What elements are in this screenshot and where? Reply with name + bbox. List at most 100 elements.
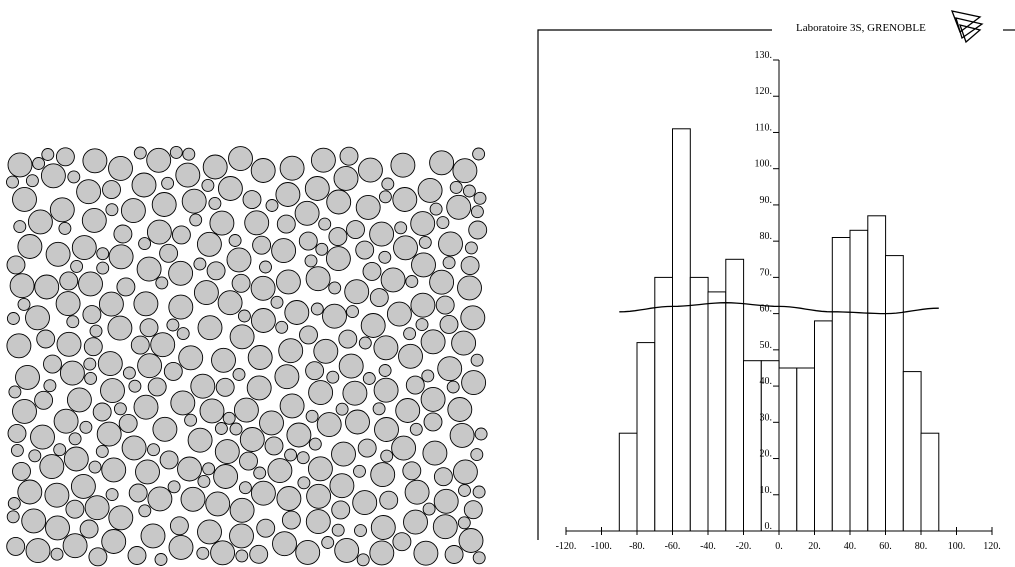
particle xyxy=(439,314,459,334)
particle xyxy=(168,294,194,320)
particle xyxy=(27,209,53,235)
particle xyxy=(418,235,432,249)
particle xyxy=(146,147,172,173)
particle xyxy=(197,315,223,341)
particle xyxy=(6,510,20,524)
particle xyxy=(457,516,471,530)
particle xyxy=(25,305,50,331)
particle xyxy=(201,178,215,192)
particle xyxy=(168,260,194,286)
particle xyxy=(378,250,392,264)
particle xyxy=(229,422,243,436)
particle xyxy=(169,145,183,159)
particle xyxy=(405,375,425,395)
particle xyxy=(404,479,430,505)
particle xyxy=(97,351,123,377)
particle xyxy=(113,224,133,244)
particle xyxy=(45,241,71,267)
particle xyxy=(202,462,216,476)
particle xyxy=(6,536,26,556)
x-tick-label: -120. xyxy=(556,541,577,552)
particle xyxy=(264,436,284,456)
particle xyxy=(373,377,399,403)
particle xyxy=(100,378,125,404)
x-tick-label: 120. xyxy=(983,541,1001,552)
histogram-bar xyxy=(796,367,816,532)
y-tick-label: 120. xyxy=(755,86,773,97)
particle xyxy=(222,411,236,425)
particle xyxy=(180,486,206,512)
particle xyxy=(84,371,98,385)
particle xyxy=(15,364,40,390)
particle xyxy=(43,379,57,393)
particle xyxy=(12,461,31,481)
particle xyxy=(402,461,422,481)
particle xyxy=(147,486,173,512)
particle xyxy=(108,155,133,181)
particle xyxy=(58,221,72,235)
particle xyxy=(417,177,443,203)
particle xyxy=(284,300,310,325)
particle xyxy=(66,387,92,413)
particle xyxy=(98,291,124,317)
particle xyxy=(30,424,55,450)
particle xyxy=(193,257,207,271)
particle xyxy=(373,335,399,361)
histogram-bar xyxy=(849,229,869,532)
histogram-bar xyxy=(831,237,851,532)
particle xyxy=(211,347,236,373)
particle xyxy=(447,397,473,422)
particle-packing-image xyxy=(6,145,488,567)
particle xyxy=(433,488,459,514)
particle xyxy=(460,256,480,276)
particle xyxy=(197,519,222,545)
particle xyxy=(92,402,112,422)
particle xyxy=(322,303,347,329)
particle xyxy=(304,254,318,268)
particle xyxy=(6,312,20,325)
particle xyxy=(392,187,418,212)
particle xyxy=(410,292,436,318)
particle xyxy=(438,231,463,257)
particle xyxy=(451,330,477,356)
particle xyxy=(34,274,60,300)
particle xyxy=(161,176,175,190)
particle xyxy=(275,269,301,295)
particle xyxy=(50,547,64,561)
particle xyxy=(7,497,21,510)
x-tick-label: -60. xyxy=(665,541,681,552)
particle xyxy=(463,500,483,520)
particle xyxy=(458,528,484,553)
particle xyxy=(159,243,179,263)
particle xyxy=(353,464,366,478)
particle xyxy=(326,189,352,215)
particle xyxy=(116,277,136,297)
particle xyxy=(356,553,370,567)
particle xyxy=(279,155,305,181)
particle xyxy=(335,402,349,416)
particle xyxy=(213,464,239,489)
particle xyxy=(305,266,331,292)
particle xyxy=(338,329,358,349)
particle xyxy=(446,380,460,394)
particle xyxy=(197,474,211,488)
particle xyxy=(457,275,482,301)
particle xyxy=(7,423,27,443)
particle xyxy=(294,200,320,226)
particle xyxy=(344,279,370,305)
particle xyxy=(470,353,484,367)
particle xyxy=(82,305,102,325)
particle xyxy=(429,269,455,295)
particle xyxy=(10,443,24,457)
histogram-bar xyxy=(725,258,745,532)
particle xyxy=(193,280,219,306)
x-tick-label: 20. xyxy=(808,541,821,552)
particle xyxy=(362,372,376,385)
particle xyxy=(429,202,443,216)
particle xyxy=(253,466,267,480)
particle xyxy=(96,247,110,261)
particle xyxy=(270,295,284,309)
particle xyxy=(328,281,342,295)
particle xyxy=(422,502,436,516)
particle xyxy=(59,360,85,386)
